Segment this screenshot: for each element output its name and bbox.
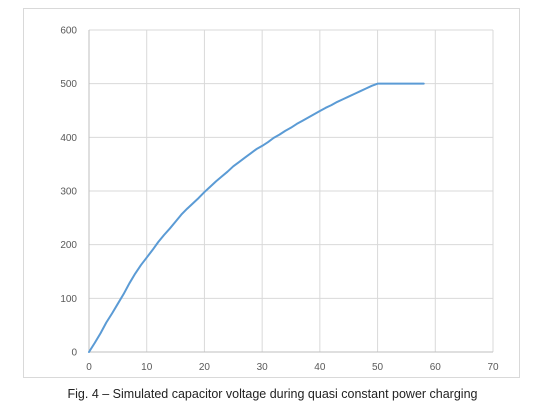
x-tick-label: 50 (372, 362, 384, 373)
x-tick-label: 20 (199, 362, 211, 373)
x-tick-label: 30 (257, 362, 269, 373)
x-tick-label: 10 (141, 362, 153, 373)
y-tick-label: 300 (60, 187, 77, 198)
x-tick-label: 70 (487, 362, 499, 373)
y-tick-label: 0 (71, 348, 77, 359)
chart-area (23, 8, 520, 378)
x-tick-label: 0 (86, 362, 92, 373)
y-tick-label: 500 (60, 79, 77, 90)
y-tick-label: 100 (60, 294, 77, 305)
x-tick-label: 60 (430, 362, 442, 373)
figure-caption: Fig. 4 – Simulated capacitor voltage dur… (67, 387, 478, 401)
x-tick-label: 40 (314, 362, 326, 373)
line-chart: 0 100 200 300 400 500 600 0 10 20 30 40 50 60 70 (60, 26, 499, 374)
voltage-series-line (88, 82, 425, 353)
y-tick-label: 600 (60, 26, 77, 37)
y-tick-label: 400 (60, 133, 77, 144)
y-tick-label: 200 (60, 240, 77, 251)
